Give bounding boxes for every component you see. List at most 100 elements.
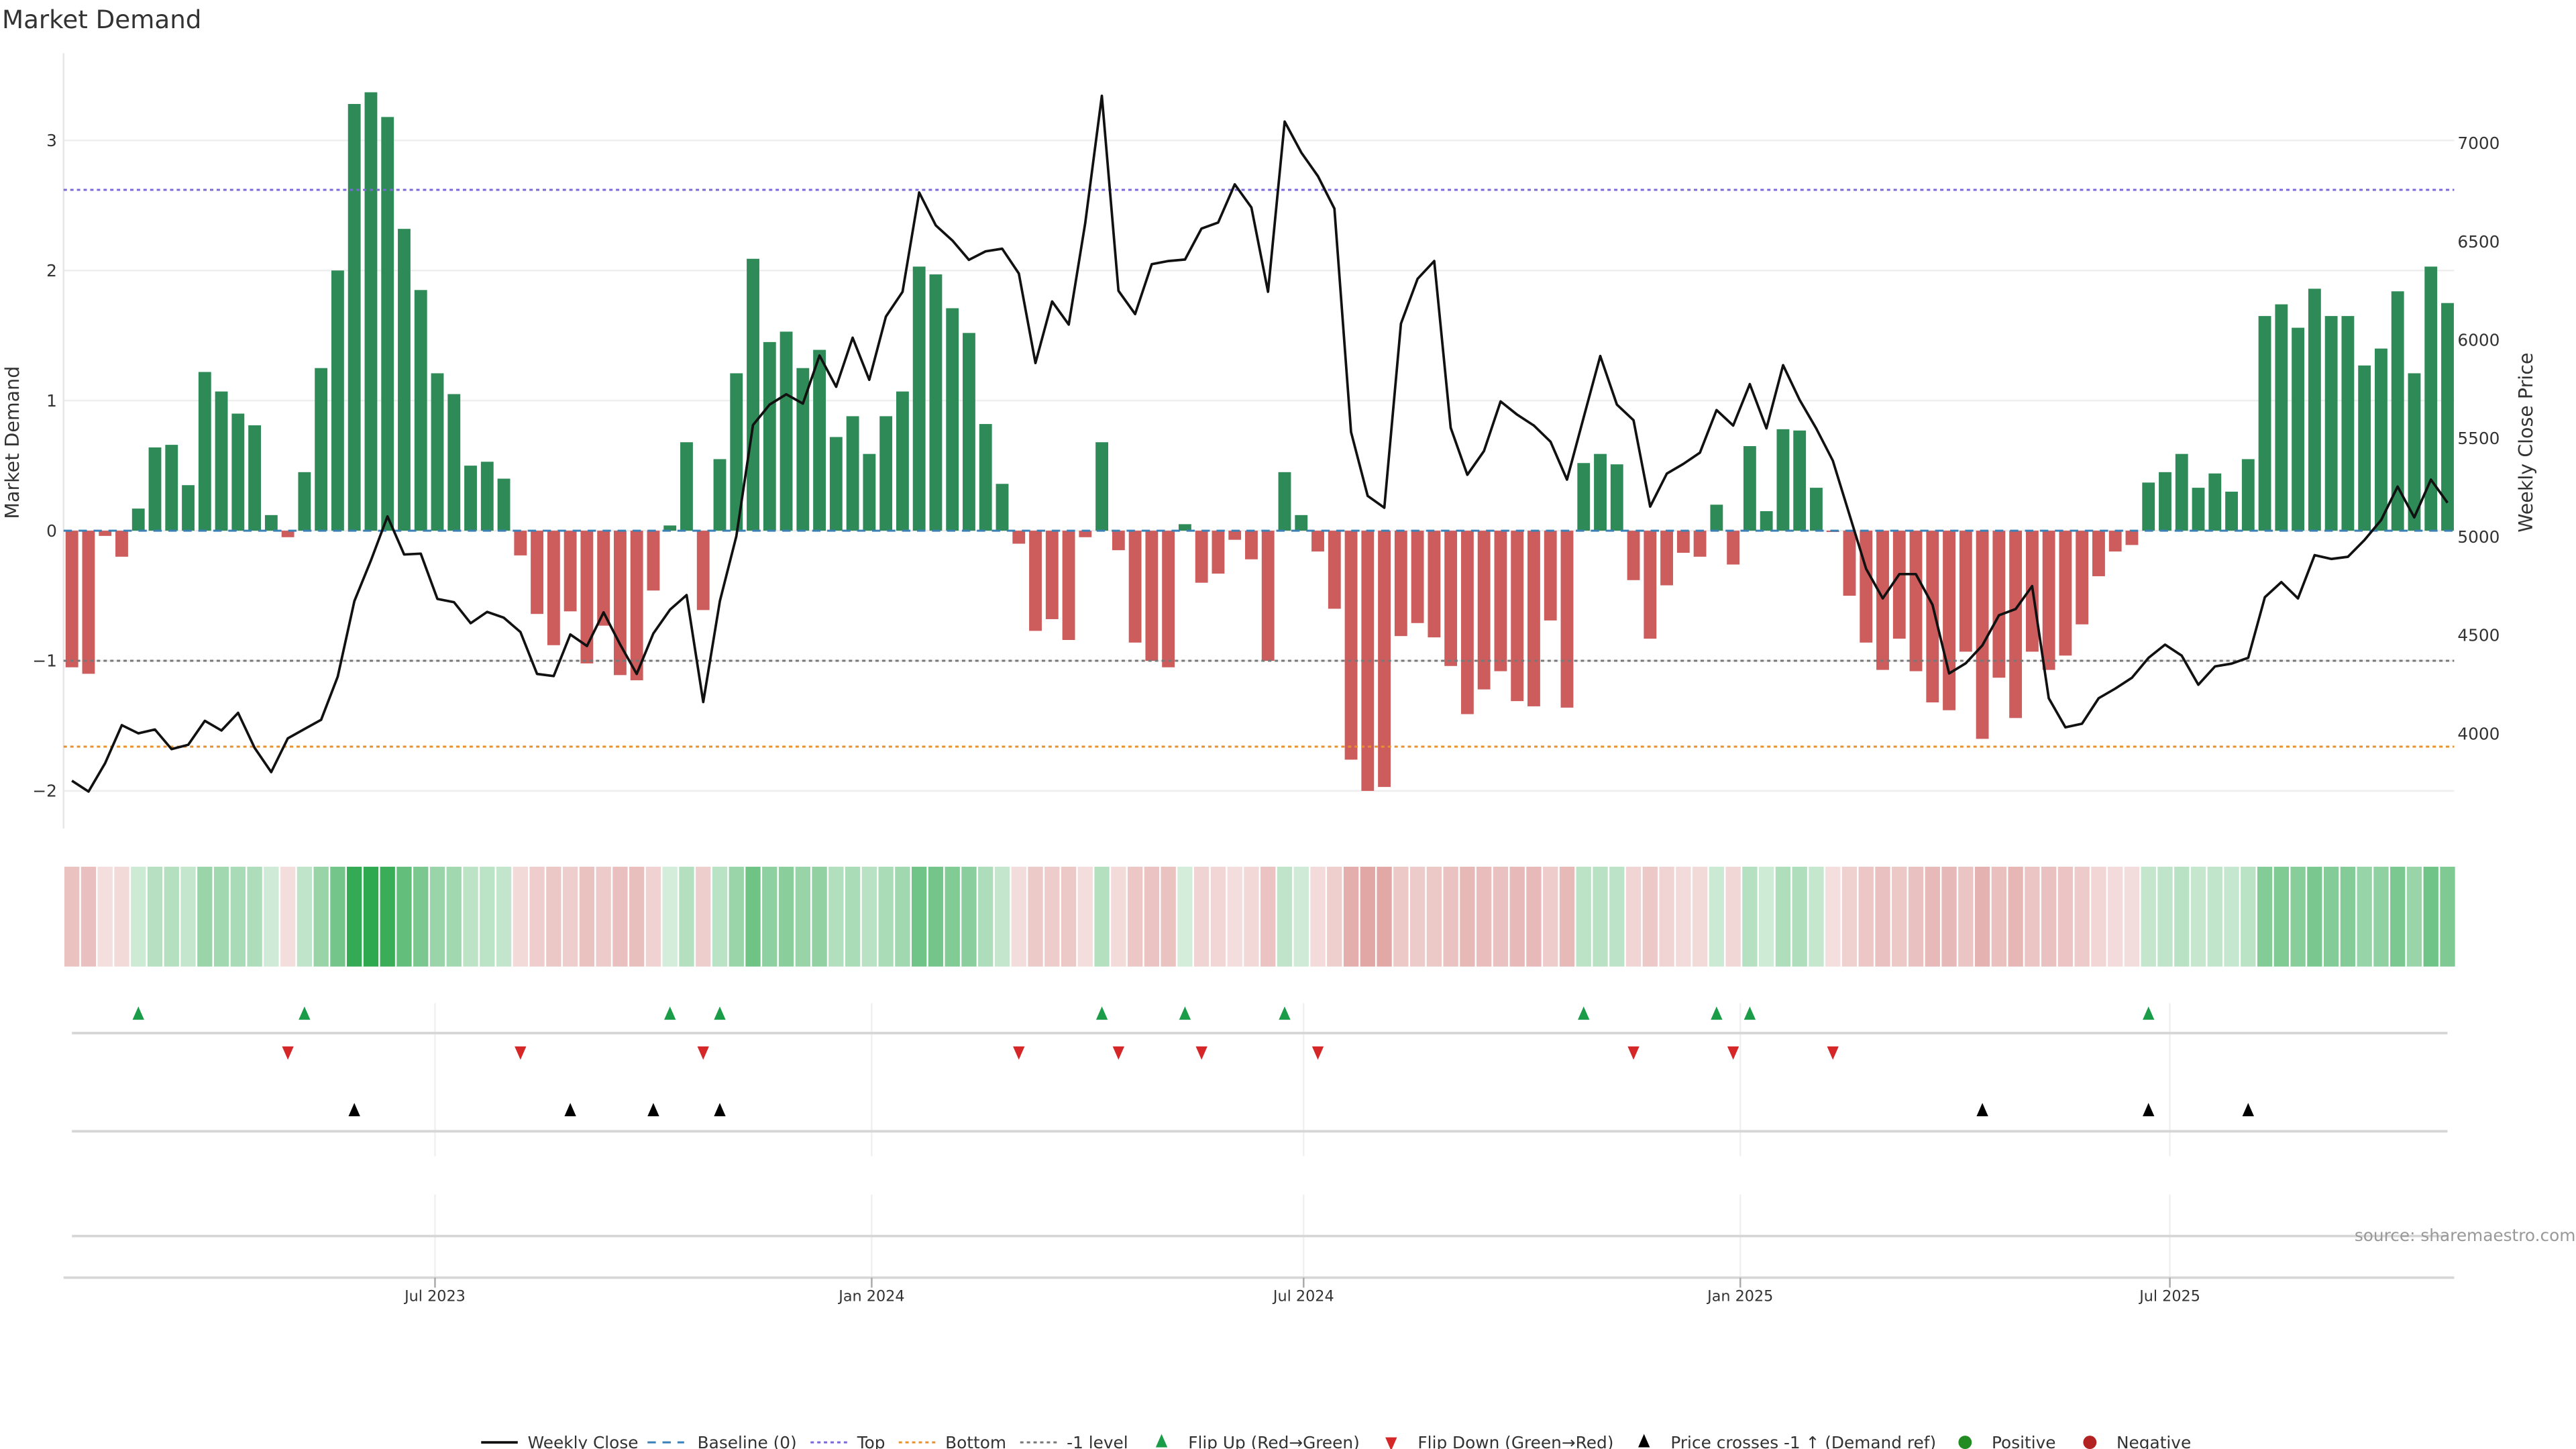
flip-up-marker <box>714 1006 726 1020</box>
positive-demand-bar <box>879 416 893 531</box>
heatmap-cell <box>729 867 744 967</box>
positive-demand-bar <box>2441 303 2454 531</box>
positive-demand-bar <box>796 368 810 531</box>
heatmap-cell <box>1875 867 1890 967</box>
heatmap-cell <box>1709 867 1725 967</box>
negative-demand-bar <box>1644 531 1657 639</box>
negative-demand-bar <box>2042 531 2055 670</box>
x-tick-label: Jan 2025 <box>1706 1287 1773 1305</box>
positive-demand-bar <box>946 308 959 531</box>
triangle-up-icon <box>1155 1434 1168 1448</box>
legend-item: Negative <box>2083 1433 2191 1449</box>
legend-label: Weekly Close <box>528 1433 639 1449</box>
date-axis: Jul 2023 Jan 2024 Jul 2024 Jan 2025 Jul 2025 <box>63 1276 2455 1305</box>
heatmap-cell <box>745 867 761 967</box>
heatmap-cell <box>912 867 927 967</box>
negative-demand-bar <box>1394 531 1407 637</box>
negative-demand-bar <box>1660 531 1673 586</box>
heatmap-cell <box>1443 867 1458 967</box>
negative-demand-bar <box>1411 531 1424 623</box>
negative-demand-bar <box>1494 531 1507 672</box>
heatmap-cell <box>2207 867 2222 967</box>
heatmap-cell <box>828 867 844 967</box>
positive-demand-bar <box>2208 473 2222 531</box>
circle-icon <box>1958 1436 1972 1449</box>
negative-demand-bar <box>1228 531 1242 540</box>
negative-demand-bar <box>564 531 577 612</box>
heatmap-cell <box>1460 867 1475 967</box>
negative-demand-bar <box>547 531 560 645</box>
heatmap-cell <box>679 867 694 967</box>
heatmap-cell <box>1792 867 1807 967</box>
heatmap-cell <box>1841 867 1858 967</box>
positive-demand-bar <box>480 462 494 531</box>
heatmap-cell <box>2423 867 2438 967</box>
heatmap-cell <box>762 867 777 967</box>
negative-demand-bar <box>1727 531 1740 565</box>
legend-label: Price crosses -1 ↑ (Demand ref) <box>1670 1433 1936 1449</box>
heatmap-cell <box>1194 867 1210 967</box>
negative-demand-bar <box>1444 531 1458 666</box>
heatmap-cell <box>1327 867 1342 967</box>
legend-item: Weekly Close <box>481 1433 639 1449</box>
positive-demand-bar <box>264 515 278 531</box>
negative-demand-bar <box>580 531 594 663</box>
negative-demand-bar <box>82 531 95 674</box>
positive-demand-bar <box>398 229 411 531</box>
heatmap-cell <box>994 867 1010 967</box>
flip-down-marker <box>515 1046 527 1060</box>
negative-demand-bar <box>1693 531 1707 557</box>
positive-demand-bar <box>298 472 311 531</box>
price-cross-marker <box>2242 1103 2254 1117</box>
heatmap-cell <box>2074 867 2090 967</box>
positive-demand-bar <box>1278 472 1291 531</box>
heatmap-cell <box>1426 867 1442 967</box>
heatmap-cell <box>1310 867 1326 967</box>
heatmap-cell <box>180 867 196 967</box>
right-axis-title: Weekly Close Price <box>2515 353 2537 533</box>
positive-demand-bar <box>315 368 328 531</box>
negative-demand-bar <box>1012 531 1026 544</box>
positive-demand-bar <box>347 104 361 531</box>
negative-demand-bar <box>1926 531 1939 703</box>
heatmap-cell <box>1028 867 1043 967</box>
legend-item: Baseline (0) <box>647 1433 797 1449</box>
heatmap-cell <box>2141 867 2156 967</box>
heatmap-cell <box>446 867 462 967</box>
negative-demand-bar <box>1876 531 1889 670</box>
positive-demand-bar <box>1760 511 1773 531</box>
chart-title: Market Demand <box>2 5 201 34</box>
heatmap-cell <box>1958 867 1974 967</box>
legend-label: Flip Up (Red→Green) <box>1188 1433 1360 1449</box>
heatmap-cell <box>147 867 163 967</box>
heatmap-cell <box>2224 867 2239 967</box>
positive-demand-bar <box>248 425 262 531</box>
heatmap-cell <box>861 867 877 967</box>
positive-demand-bar <box>813 350 826 531</box>
flip-up-marker <box>1179 1006 1191 1020</box>
positive-demand-bar <box>846 416 859 531</box>
flip-down-marker <box>1311 1046 1324 1060</box>
heatmap-cell <box>330 867 345 967</box>
heatmap-cell <box>895 867 910 967</box>
heatmap-cell <box>1227 867 1242 967</box>
source-credit: source: sharemaestro.com <box>2355 1226 2576 1245</box>
heatmap-cell <box>2307 867 2322 967</box>
heatmap-cell <box>1393 867 1409 967</box>
negative-demand-bar <box>647 531 660 591</box>
positive-demand-bar <box>2324 316 2338 531</box>
negative-demand-bar <box>2009 531 2023 718</box>
triangle-up-icon <box>1638 1434 1650 1448</box>
heatmap-cell <box>1825 867 1841 967</box>
positive-demand-bar <box>431 373 444 531</box>
positive-demand-bar <box>2241 459 2255 531</box>
positive-demand-bar <box>1743 446 1756 531</box>
heatmap-cell <box>2323 867 2339 967</box>
heatmap-cell <box>812 867 827 967</box>
heatmap-cell <box>562 867 578 967</box>
price-cross-marker <box>2143 1103 2155 1117</box>
heatmap-cell <box>596 867 611 967</box>
heatmap-cell <box>197 867 213 967</box>
x-tick-label: Jan 2024 <box>837 1287 904 1305</box>
demand-heatmap-strip <box>64 867 2455 967</box>
